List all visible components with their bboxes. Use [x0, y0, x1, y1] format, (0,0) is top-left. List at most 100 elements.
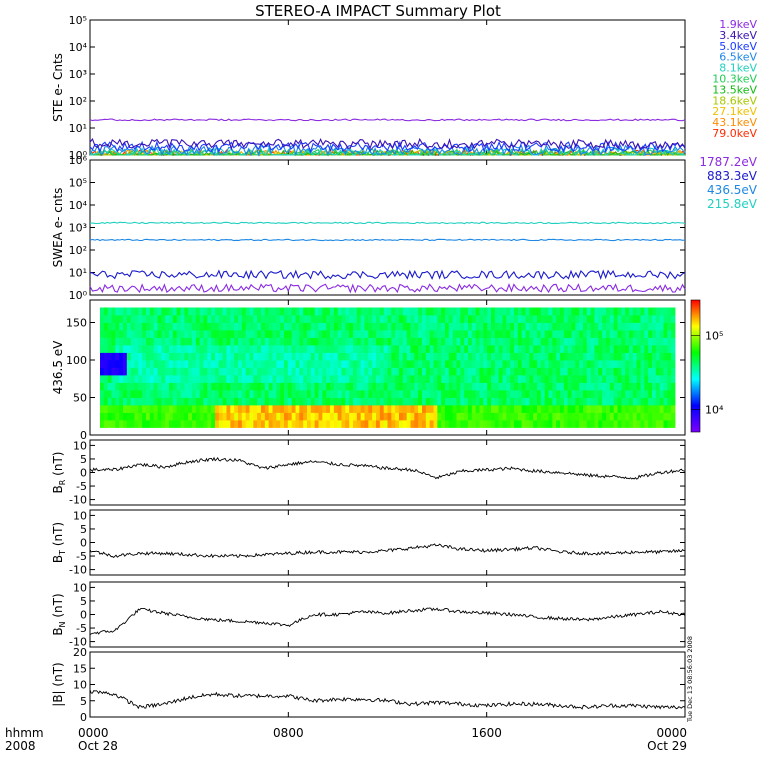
heatmap-cell	[644, 367, 649, 376]
heatmap-cell	[521, 405, 526, 413]
heatmap-cell	[556, 345, 561, 353]
heatmap-cell	[245, 330, 250, 338]
heatmap-cell	[230, 315, 235, 323]
heatmap-cell	[544, 390, 549, 398]
heatmap-cell	[579, 382, 584, 391]
heatmap-cell	[567, 412, 572, 421]
heatmap-cell	[172, 412, 178, 421]
heatmap-cell	[337, 322, 342, 331]
heatmap-cell	[517, 367, 523, 376]
heatmap-cell	[376, 330, 381, 338]
heatmap-cell	[475, 420, 480, 428]
heatmap-cell	[456, 412, 461, 421]
heatmap-cell	[257, 322, 262, 331]
heatmap-cell	[395, 405, 400, 413]
heatmap-cell	[215, 315, 220, 323]
heatmap-cell	[326, 375, 331, 383]
heatmap-cell	[341, 330, 346, 338]
heatmap-cell	[307, 322, 312, 331]
legend-entry-10.3keV: 10.3keV	[712, 73, 757, 86]
heatmap-cell	[391, 405, 396, 413]
heatmap-cell	[548, 375, 553, 383]
heatmap-cell	[441, 375, 446, 383]
heatmap-cell	[314, 405, 319, 413]
heatmap-cell	[337, 382, 342, 391]
heatmap-cell	[663, 330, 668, 338]
heatmap-cell	[142, 337, 147, 346]
heatmap-cell	[437, 337, 442, 346]
heatmap-cell	[276, 307, 281, 316]
heatmap-cell	[529, 330, 534, 338]
heatmap-cell	[230, 367, 235, 376]
heatmap-cell	[303, 315, 308, 323]
heatmap-cell	[464, 345, 469, 353]
heatmap-cell	[161, 397, 166, 406]
heatmap-cell	[387, 405, 392, 413]
y-axis-label: BR (nT)	[51, 452, 67, 494]
heatmap-cell	[471, 412, 477, 421]
heatmap-cell	[617, 352, 622, 361]
heatmap-cell	[648, 330, 653, 338]
heatmap-cell	[418, 345, 423, 353]
heatmap-cell	[617, 405, 622, 413]
heatmap-cell	[468, 322, 473, 331]
heatmap-cell	[525, 322, 530, 331]
heatmap-cell	[142, 367, 147, 376]
heatmap-cell	[299, 382, 304, 391]
heatmap-cell	[261, 382, 266, 391]
heatmap-cell	[268, 397, 273, 406]
heatmap-cell	[648, 322, 653, 331]
heatmap-cell	[414, 307, 419, 316]
heatmap-cell	[391, 375, 396, 383]
heatmap-cell	[640, 337, 645, 346]
heatmap-cell	[268, 412, 273, 421]
heatmap-cell	[402, 307, 408, 316]
heatmap-cell	[629, 337, 634, 346]
heatmap-cell	[540, 352, 546, 361]
heatmap-cell	[215, 352, 220, 361]
heatmap-cell	[414, 412, 419, 421]
heatmap-cell	[506, 397, 511, 406]
heatmap-cell	[567, 360, 572, 368]
heatmap-cell	[494, 307, 500, 316]
heatmap-cell	[341, 315, 346, 323]
heatmap-cell	[395, 352, 400, 361]
heatmap-cell	[153, 382, 158, 391]
heatmap-cell	[176, 405, 181, 413]
heatmap-cell	[575, 315, 580, 323]
heatmap-cell	[514, 375, 519, 383]
heatmap-cell	[510, 315, 515, 323]
heatmap-cell	[521, 367, 526, 376]
heatmap-cell	[414, 405, 419, 413]
heatmap-cell	[537, 420, 542, 428]
heatmap-cell	[468, 375, 473, 383]
heatmap-cell	[345, 307, 350, 316]
heatmap-cell	[180, 420, 185, 428]
heatmap-cell	[422, 322, 427, 331]
heatmap-cell	[583, 307, 588, 316]
heatmap-cell	[517, 375, 523, 383]
heatmap-cell	[234, 382, 239, 391]
heatmap-cell	[138, 412, 143, 421]
heatmap-cell	[165, 345, 170, 353]
heatmap-cell	[552, 405, 557, 413]
heatmap-cell	[161, 405, 166, 413]
heatmap-cell	[652, 330, 657, 338]
heatmap-cell	[521, 322, 526, 331]
heatmap-cell	[533, 322, 538, 331]
heatmap-cell	[218, 360, 224, 368]
heatmap-cell	[399, 420, 404, 428]
heatmap-cell	[188, 420, 193, 428]
heatmap-cell	[249, 322, 254, 331]
heatmap-cell	[142, 405, 147, 413]
heatmap-cell	[471, 352, 477, 361]
heatmap-cell	[506, 322, 511, 331]
heatmap-cell	[230, 420, 235, 428]
heatmap-cell	[560, 382, 565, 391]
heatmap-cell	[107, 420, 112, 428]
heatmap-cell	[138, 405, 143, 413]
heatmap-cell	[514, 390, 519, 398]
heatmap-cell	[280, 337, 285, 346]
heatmap-cell	[169, 382, 174, 391]
heatmap-cell	[402, 330, 408, 338]
